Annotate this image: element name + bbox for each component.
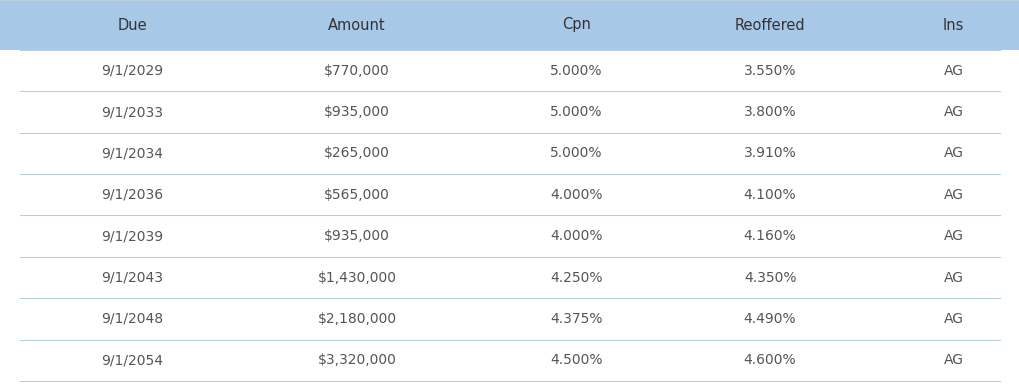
Text: 4.600%: 4.600%	[743, 353, 796, 367]
Text: $2,180,000: $2,180,000	[317, 312, 396, 326]
Text: Reoffered: Reoffered	[734, 18, 805, 33]
Text: AG: AG	[943, 271, 963, 285]
Text: 3.910%: 3.910%	[743, 146, 796, 160]
Text: $1,430,000: $1,430,000	[317, 271, 396, 285]
Text: AG: AG	[943, 146, 963, 160]
Text: $935,000: $935,000	[324, 105, 389, 119]
Text: $3,320,000: $3,320,000	[317, 353, 396, 367]
Text: AG: AG	[943, 353, 963, 367]
Text: AG: AG	[943, 229, 963, 243]
Text: 4.000%: 4.000%	[549, 229, 602, 243]
Text: $770,000: $770,000	[324, 64, 389, 78]
Text: 9/1/2043: 9/1/2043	[102, 271, 163, 285]
Text: Ins: Ins	[943, 18, 963, 33]
Text: 9/1/2039: 9/1/2039	[102, 229, 163, 243]
Text: 3.550%: 3.550%	[743, 64, 796, 78]
Text: $935,000: $935,000	[324, 229, 389, 243]
Text: 5.000%: 5.000%	[549, 64, 602, 78]
Text: Amount: Amount	[328, 18, 385, 33]
Text: 9/1/2048: 9/1/2048	[102, 312, 163, 326]
Text: 5.000%: 5.000%	[549, 146, 602, 160]
Text: Due: Due	[117, 18, 148, 33]
Text: AG: AG	[943, 312, 963, 326]
Text: Cpn: Cpn	[561, 18, 590, 33]
Text: 4.500%: 4.500%	[549, 353, 602, 367]
Text: 9/1/2054: 9/1/2054	[102, 353, 163, 367]
Text: $565,000: $565,000	[324, 188, 389, 202]
Text: 9/1/2033: 9/1/2033	[102, 105, 163, 119]
Text: AG: AG	[943, 64, 963, 78]
Text: 4.375%: 4.375%	[549, 312, 602, 326]
Text: AG: AG	[943, 188, 963, 202]
Text: 4.100%: 4.100%	[743, 188, 796, 202]
Text: 3.800%: 3.800%	[743, 105, 796, 119]
Text: 4.160%: 4.160%	[743, 229, 796, 243]
Text: 5.000%: 5.000%	[549, 105, 602, 119]
Text: 9/1/2029: 9/1/2029	[102, 64, 163, 78]
Text: AG: AG	[943, 105, 963, 119]
Bar	[0, 0, 1019, 50]
Text: 4.350%: 4.350%	[743, 271, 796, 285]
Text: $265,000: $265,000	[324, 146, 389, 160]
Text: 4.490%: 4.490%	[743, 312, 796, 326]
Text: 9/1/2036: 9/1/2036	[102, 188, 163, 202]
Text: 9/1/2034: 9/1/2034	[102, 146, 163, 160]
Text: 4.250%: 4.250%	[549, 271, 602, 285]
Text: 4.000%: 4.000%	[549, 188, 602, 202]
